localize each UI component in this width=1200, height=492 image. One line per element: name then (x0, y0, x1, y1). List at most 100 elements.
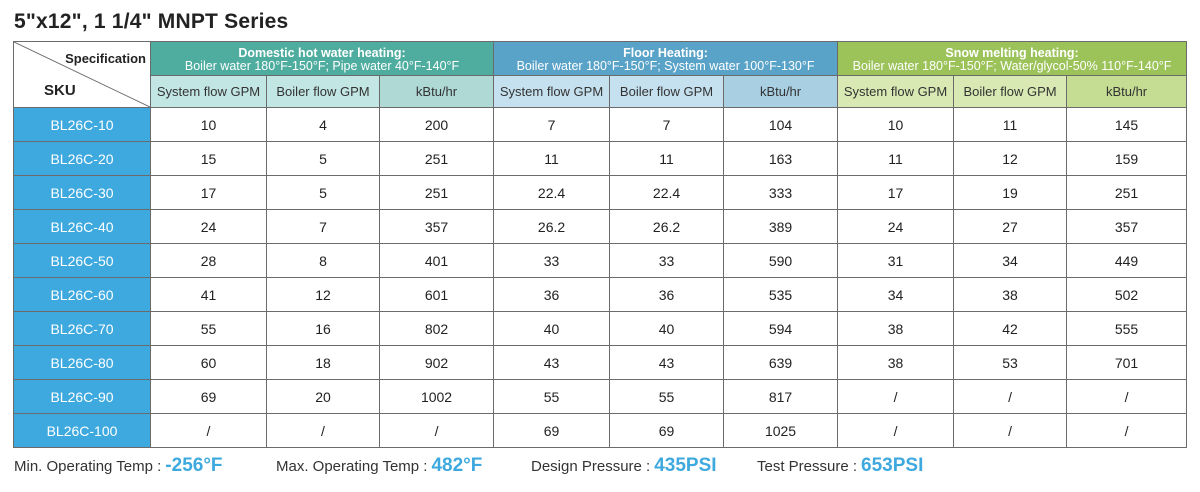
value-cell: 42 (953, 311, 1068, 346)
footer-value: 482°F (431, 455, 483, 476)
sku-cell: BL26C-70 (13, 311, 151, 346)
value-cell: / (378, 413, 495, 448)
value-cell: 200 (378, 107, 495, 142)
sku-cell: BL26C-10 (13, 107, 151, 142)
sku-cell: BL26C-80 (13, 345, 151, 380)
column-header: Boiler flow GPM (609, 75, 725, 108)
value-cell: 555 (1066, 311, 1188, 346)
value-cell: 902 (378, 345, 495, 380)
value-cell: 163 (723, 141, 839, 176)
table-row: BL26C-80 60 18 902 43 43 639 38 53 701 (13, 345, 1188, 380)
table-row: BL26C-10 10 4 200 7 7 104 10 11 145 (13, 107, 1188, 142)
value-cell: 38 (837, 345, 955, 380)
value-cell: 22.4 (493, 175, 611, 210)
value-cell: 8 (266, 243, 380, 278)
footer-value: -256°F (165, 455, 223, 476)
sku-cell: BL26C-100 (13, 413, 151, 448)
value-cell: 251 (378, 141, 495, 176)
value-cell: 639 (723, 345, 839, 380)
value-cell: 17 (837, 175, 955, 210)
value-cell: 5 (266, 175, 380, 210)
value-cell: / (150, 413, 267, 448)
sku-cell: BL26C-60 (13, 277, 151, 312)
group-subtitle: Boiler water 180°F-150°F; Water/glycol-5… (852, 58, 1172, 73)
value-cell: 7 (493, 107, 611, 142)
value-cell: 594 (723, 311, 839, 346)
value-cell: 1002 (378, 379, 495, 414)
value-cell: 401 (378, 243, 495, 278)
value-cell: 5 (266, 141, 380, 176)
value-cell: 7 (266, 209, 380, 244)
value-cell: 389 (723, 209, 839, 244)
value-cell: 24 (150, 209, 267, 244)
footer-test-pressure: Test Pressure :653PSI (757, 455, 923, 477)
group-header-snow-melting: Snow melting heating: Boiler water 180°F… (837, 41, 1188, 76)
value-cell: 333 (723, 175, 839, 210)
value-cell: 145 (1066, 107, 1188, 142)
value-cell: 11 (609, 141, 725, 176)
value-cell: 53 (953, 345, 1068, 380)
table-row: BL26C-50 28 8 401 33 33 590 31 34 449 (13, 243, 1188, 278)
value-cell: 40 (493, 311, 611, 346)
value-cell: 104 (723, 107, 839, 142)
value-cell: 38 (953, 277, 1068, 312)
value-cell: 38 (837, 311, 955, 346)
footer-label: Design Pressure : (531, 458, 651, 475)
value-cell: 357 (1066, 209, 1188, 244)
footer-label: Min. Operating Temp : (14, 458, 162, 475)
group-header-domestic-hot-water: Domestic hot water heating: Boiler water… (149, 41, 495, 76)
value-cell: 590 (723, 243, 839, 278)
value-cell: / (953, 413, 1068, 448)
value-cell: 55 (609, 379, 725, 414)
table-row: BL26C-60 41 12 601 36 36 535 34 38 502 (13, 277, 1188, 312)
value-cell: 31 (837, 243, 955, 278)
value-cell: 159 (1066, 141, 1188, 176)
value-cell: 60 (150, 345, 267, 380)
table-row: BL26C-100///69 69 1025// / (13, 413, 1188, 448)
value-cell: 16 (266, 311, 380, 346)
value-cell: / (1066, 379, 1188, 414)
corner-cell: Specification SKU (13, 41, 151, 108)
footer-specs: Min. Operating Temp : -256°F Max. Operati… (14, 455, 1194, 481)
value-cell: / (837, 379, 955, 414)
table-row: BL26C-70 55 16 802 40 40 594 38 42 555 (13, 311, 1188, 346)
value-cell: 20 (266, 379, 380, 414)
value-cell: 7 (609, 107, 725, 142)
value-cell: / (1066, 413, 1188, 448)
value-cell: / (837, 413, 955, 448)
sku-cell: BL26C-30 (13, 175, 151, 210)
group-title: Snow melting heating: (945, 45, 1079, 60)
group-subtitle: Boiler water 180°F-150°F; Pipe water 40°… (184, 58, 460, 73)
value-cell: 10 (150, 107, 267, 142)
value-cell: 502 (1066, 277, 1188, 312)
value-cell: 28 (150, 243, 267, 278)
value-cell: 41 (150, 277, 267, 312)
column-header: Boiler flow GPM (266, 75, 380, 108)
value-cell: / (266, 413, 380, 448)
value-cell: 449 (1066, 243, 1188, 278)
value-cell: 1025 (723, 413, 839, 448)
footer-value: 653PSI (861, 455, 924, 476)
value-cell: 4 (266, 107, 380, 142)
sku-cell: BL26C-50 (13, 243, 151, 278)
value-cell: 26.2 (493, 209, 611, 244)
column-header: kBtu/hr (723, 75, 839, 108)
group-subtitle: Boiler water 180°F-150°F; System water 1… (516, 58, 815, 73)
table-row: BL26C-90 69 20 1002 55 55 817// / (13, 379, 1188, 414)
value-cell: 11 (837, 141, 955, 176)
value-cell: 701 (1066, 345, 1188, 380)
table-body: BL26C-10 10 4 200 7 7 104 10 11 145 BL26C-20 15 5 251… (13, 107, 1188, 448)
column-header: System flow GPM (493, 75, 611, 108)
page-title: 5"x12", 1 1/4" MNPT Series (14, 10, 289, 33)
table-row: BL26C-20 15 5 251 11 11 163 11 12 159 (13, 141, 1188, 176)
footer-max-temp: Max. Operating Temp :482°F (276, 455, 482, 477)
spec-table: Specification SKU Domestic hot water hea… (13, 41, 1188, 448)
value-cell: / (953, 379, 1068, 414)
value-cell: 251 (1066, 175, 1188, 210)
value-cell: 36 (609, 277, 725, 312)
value-cell: 55 (493, 379, 611, 414)
value-cell: 19 (953, 175, 1068, 210)
sku-cell: BL26C-20 (13, 141, 151, 176)
footer-design-pressure: Design Pressure :435PSI (531, 455, 717, 477)
value-cell: 34 (953, 243, 1068, 278)
